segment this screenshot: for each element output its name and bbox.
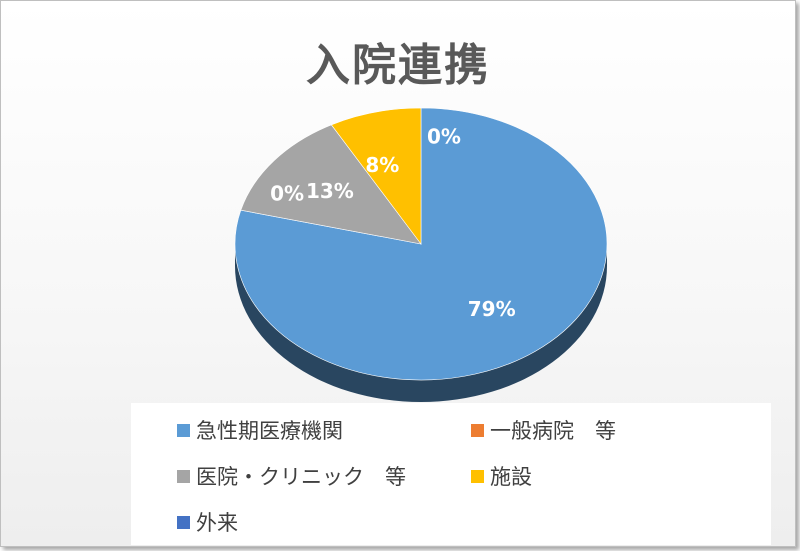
data-label-3: 8% [365, 153, 399, 177]
pie-slice-2 [240, 124, 422, 245]
legend-swatch-3 [471, 469, 484, 483]
data-label-0: 79% [468, 297, 516, 321]
legend: 急性期医療機関 一般病院 等医院・クリニック 等 施設外来 [131, 403, 771, 545]
legend-label-0: 急性期医療機関 [196, 419, 343, 443]
legend-swatch-1 [471, 423, 484, 437]
data-label-4: 0% [427, 124, 461, 148]
legend-item-1: 一般病院 等 [471, 415, 616, 445]
legend-label-1: 一般病院 等 [490, 419, 616, 443]
legend-swatch-4 [177, 515, 190, 529]
legend-label-2: 医院・クリニック 等 [196, 465, 406, 489]
legend-item-3: 施設 [471, 461, 532, 491]
pie-side-0 [235, 244, 607, 402]
legend-item-4: 外来 [177, 507, 238, 537]
legend-swatch-2 [177, 469, 190, 483]
legend-label-4: 外来 [196, 511, 238, 535]
legend-item-2: 医院・クリニック 等 [177, 461, 406, 491]
legend-label-3: 施設 [490, 465, 532, 489]
legend-item-0: 急性期医療機関 [177, 415, 343, 445]
data-label-2: 13% [306, 179, 354, 203]
pie-slice-3 [330, 107, 422, 245]
chart-title: 入院連携 [306, 40, 490, 91]
legend-swatch-0 [177, 423, 190, 437]
data-label-1: 0% [270, 182, 304, 206]
